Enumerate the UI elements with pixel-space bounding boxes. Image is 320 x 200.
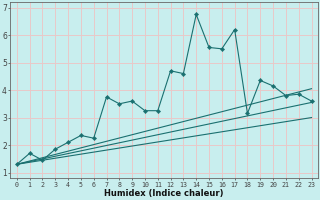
X-axis label: Humidex (Indice chaleur): Humidex (Indice chaleur)	[104, 189, 224, 198]
